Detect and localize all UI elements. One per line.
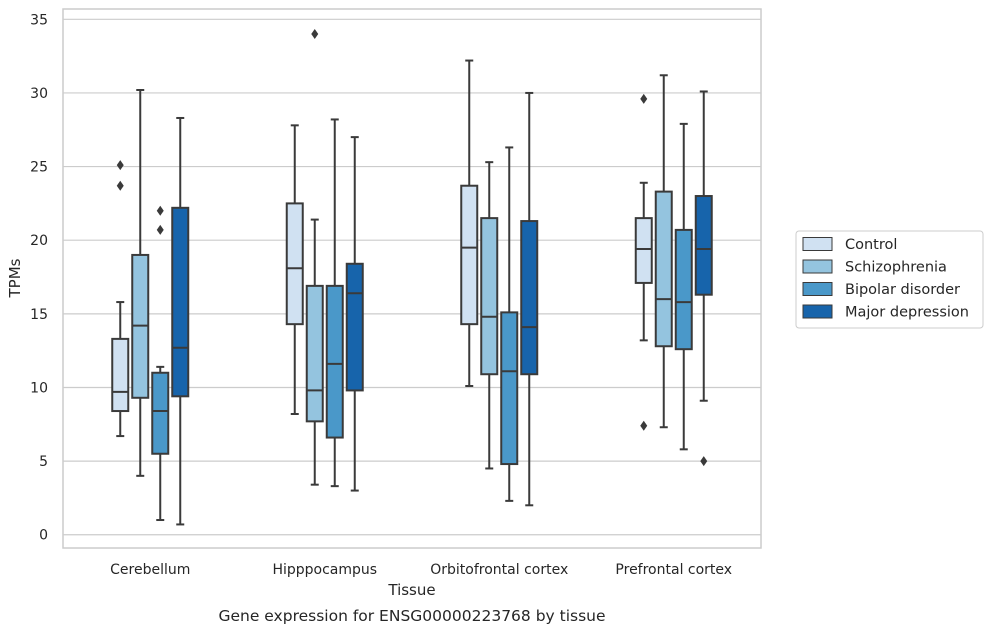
x-tick-label: Cerebellum xyxy=(110,562,190,578)
y-tick-labels: 0 5 10 15 20 25 30 35 xyxy=(30,12,48,543)
box-bipolar-disorder xyxy=(325,118,344,488)
outlier-point xyxy=(116,180,124,191)
boxes xyxy=(111,29,713,526)
box-body xyxy=(634,217,653,284)
legend-label: Schizophrenia xyxy=(845,260,947,276)
box-bipolar-disorder xyxy=(500,146,519,502)
box-major-depression xyxy=(345,136,364,492)
box-major-depression xyxy=(694,90,713,467)
legend-swatch xyxy=(802,237,833,251)
outlier-point xyxy=(156,205,164,216)
box-control xyxy=(285,124,304,415)
box-schizophrenia xyxy=(131,88,150,477)
x-axis-label: Tissue xyxy=(387,581,435,599)
x-tick-label: Orbitofrontal cortex xyxy=(430,562,568,578)
box-body xyxy=(285,202,304,326)
box-control xyxy=(460,59,479,388)
box-body xyxy=(460,184,479,326)
y-tick-label: 35 xyxy=(30,12,48,28)
box-body xyxy=(171,206,190,398)
box-bipolar-disorder xyxy=(151,205,170,522)
box-body xyxy=(345,262,364,392)
box-control xyxy=(111,160,130,438)
y-tick-label: 20 xyxy=(30,233,48,249)
legend-swatch xyxy=(802,282,833,296)
box-body xyxy=(520,220,539,376)
box-body xyxy=(654,190,673,348)
x-tick-label: Prefrontal cortex xyxy=(615,562,732,578)
legend-swatch xyxy=(802,259,833,274)
box-body xyxy=(694,195,713,296)
box-schizophrenia xyxy=(480,161,499,470)
legend-label: Control xyxy=(845,237,897,253)
outlier-point xyxy=(156,224,164,235)
x-tick-label: Hipppocampus xyxy=(272,562,377,578)
y-axis-label: TPMs xyxy=(6,258,24,298)
y-tick-label: 30 xyxy=(30,86,48,102)
outlier-point xyxy=(311,29,319,40)
box-body xyxy=(325,284,344,439)
legend-swatch xyxy=(802,304,833,319)
y-tick-label: 10 xyxy=(30,380,48,396)
legend: Control Schizophrenia Bipolar disorder Majo… xyxy=(795,230,984,329)
box-schizophrenia xyxy=(654,74,673,429)
y-tick-label: 0 xyxy=(39,528,48,544)
legend-label: Bipolar disorder xyxy=(845,282,960,298)
box-major-depression xyxy=(171,116,190,526)
legend-label: Major depression xyxy=(845,305,969,321)
box-body xyxy=(111,337,130,413)
box-body xyxy=(305,284,324,423)
outlier-point xyxy=(640,420,648,431)
box-bipolar-disorder xyxy=(674,122,693,451)
box-schizophrenia xyxy=(305,29,324,486)
y-tick-label: 15 xyxy=(30,307,48,323)
box-body xyxy=(500,311,519,466)
x-tick-labels: Cerebellum Hipppocampus Orbitofrontal cort… xyxy=(110,562,732,578)
box-body xyxy=(674,228,693,351)
outlier-point xyxy=(116,160,124,171)
outlier-point xyxy=(640,93,648,104)
outlier-point xyxy=(700,456,708,467)
box-control xyxy=(634,93,653,431)
y-tick-label: 5 xyxy=(39,454,48,470)
chart-caption: Gene expression for ENSG00000223768 by t… xyxy=(218,607,605,625)
box-major-depression xyxy=(520,91,539,507)
box-body xyxy=(480,217,499,376)
y-tick-label: 25 xyxy=(30,160,48,176)
legend-frame xyxy=(795,230,984,329)
box-body xyxy=(151,371,170,455)
plot-area-frame xyxy=(62,8,762,549)
